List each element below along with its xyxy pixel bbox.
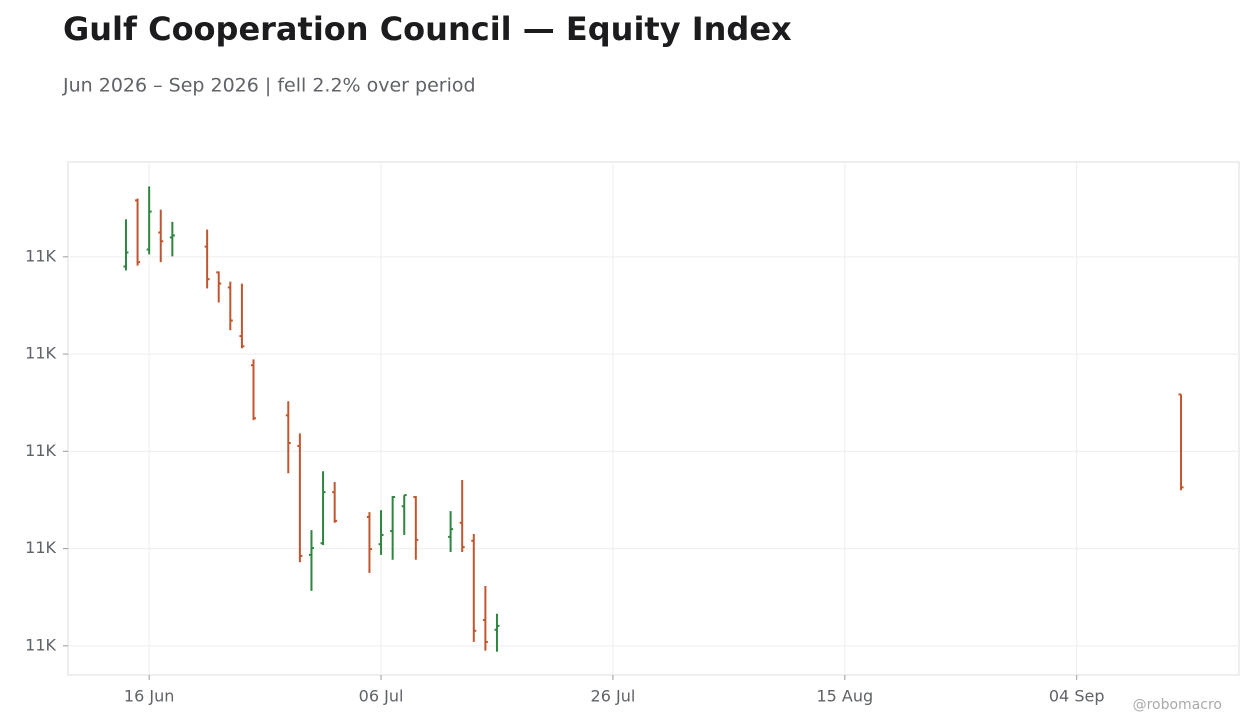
y-tick-label: 11K (25, 538, 56, 557)
y-tick-label: 11K (25, 344, 56, 363)
plot-frame (67, 161, 1240, 676)
x-tick-label: 16 Jun (124, 687, 174, 706)
y-tick-label: 11K (25, 635, 56, 654)
x-tick-label: 04 Sep (1049, 687, 1105, 706)
chart-title: Gulf Cooperation Council — Equity Index (63, 10, 792, 48)
y-tick-label: 11K (25, 441, 56, 460)
chart-subtitle: Jun 2026 – Sep 2026 | fell 2.2% over per… (62, 75, 476, 97)
x-tick-label: 15 Aug (816, 687, 873, 706)
watermark: @robomacro (1133, 697, 1222, 713)
y-tick-label: 11K (25, 246, 56, 265)
x-tick-label: 26 Jul (591, 687, 636, 706)
x-tick-label: 06 Jul (359, 687, 404, 706)
